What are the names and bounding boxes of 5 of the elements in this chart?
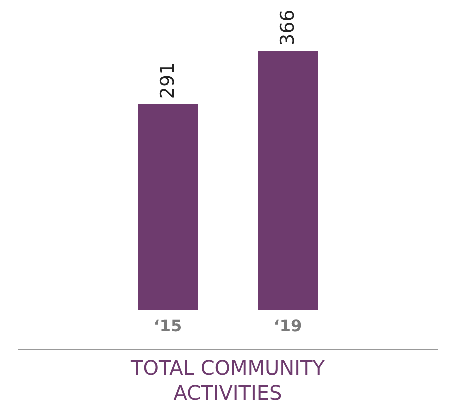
x-tick-label: ‘15 — [154, 316, 182, 336]
x-tick-label: ‘19 — [274, 316, 302, 336]
data-label: 291 — [157, 62, 179, 100]
text: TOTAL COMMUNITY ACTIVITIES — [130, 356, 326, 405]
data-label: 366 — [277, 10, 299, 46]
